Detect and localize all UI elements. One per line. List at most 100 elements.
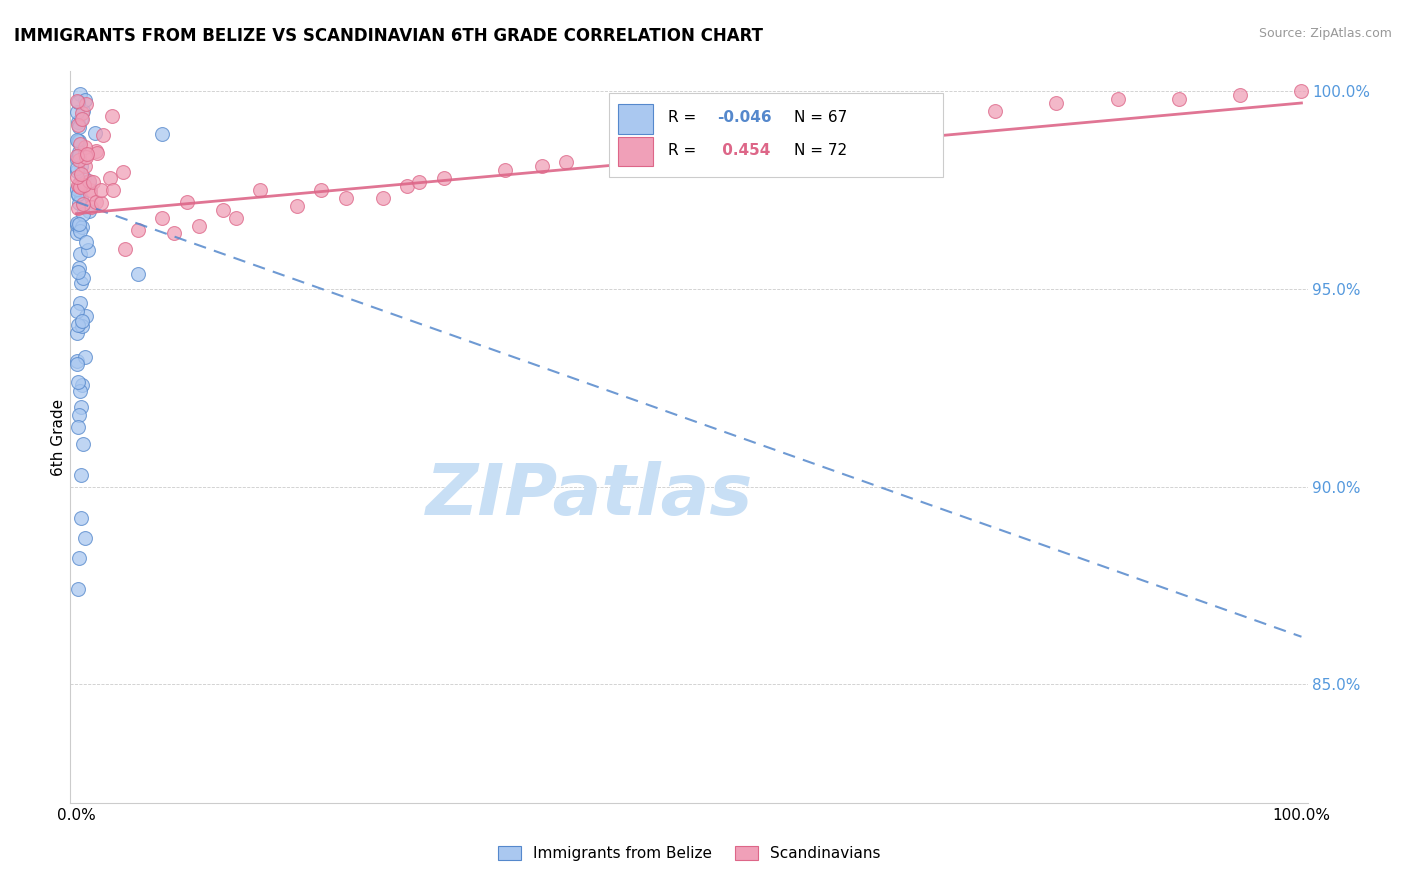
Point (76, 146, 98, 161)
Point (67, 550, 90, 565)
Point (75, 93, 97, 107)
Point (285, 199, 308, 213)
Point (69, 295, 91, 310)
Point (72, 437, 94, 451)
Point (66, 358, 89, 372)
Point (70, 378, 93, 392)
Point (69, 137, 91, 152)
Point (69, 384, 91, 398)
Point (1168, 92, 1191, 106)
Point (70, 105, 93, 120)
Point (67, 261, 90, 276)
Point (91, 128, 114, 142)
Point (187, 219, 209, 233)
Point (396, 179, 419, 194)
Point (73, 170, 96, 185)
Point (66, 134, 89, 148)
Point (70, 167, 93, 181)
Point (75, 147, 97, 161)
Point (65, 152, 87, 166)
Point (72, 219, 94, 234)
Point (70, 318, 93, 333)
Point (77, 244, 100, 258)
Point (90, 183, 112, 197)
Point (67, 201, 90, 215)
Point (67, 148, 90, 162)
Point (212, 202, 235, 217)
Point (127, 222, 149, 236)
Point (66, 164, 89, 178)
Point (84, 144, 107, 158)
Point (86, 145, 108, 160)
Legend: Immigrants from Belize, Scandinavians: Immigrants from Belize, Scandinavians (498, 846, 880, 861)
Point (150, 127, 173, 141)
Text: 0.454: 0.454 (717, 143, 770, 158)
Point (69, 247, 91, 261)
Point (72, 270, 94, 285)
Point (101, 183, 124, 197)
Point (70, 191, 93, 205)
Point (66, 226, 89, 240)
Point (69, 184, 91, 198)
Point (66, 265, 89, 279)
Point (66, 95, 89, 110)
Text: Source: ZipAtlas.com: Source: ZipAtlas.com (1258, 27, 1392, 40)
Point (77, 204, 100, 219)
Text: -0.046: -0.046 (717, 110, 772, 125)
Point (70, 314, 93, 328)
Point (70, 467, 93, 482)
Point (127, 267, 149, 281)
Point (72, 197, 94, 211)
Point (65, 181, 87, 195)
Point (98, 171, 121, 186)
Point (69, 179, 91, 194)
Point (84, 126, 107, 140)
Point (79, 200, 101, 214)
Point (70, 511, 93, 525)
Point (335, 191, 357, 205)
Point (75, 150, 97, 164)
Point (66, 104, 89, 119)
Point (371, 191, 394, 205)
Text: N = 72: N = 72 (794, 143, 848, 158)
Text: N = 67: N = 67 (794, 110, 848, 125)
Point (67, 408, 90, 422)
Point (66, 216, 89, 230)
Point (67, 118, 90, 132)
Point (66, 133, 89, 147)
Point (69, 175, 91, 189)
Point (112, 165, 135, 179)
Point (249, 183, 271, 197)
Point (1107, 92, 1129, 106)
Point (73, 531, 96, 545)
Point (66, 420, 89, 434)
Point (67, 375, 90, 389)
Point (67, 196, 90, 211)
Point (163, 227, 186, 241)
FancyBboxPatch shape (619, 104, 652, 134)
Point (530, 159, 553, 173)
Point (66, 115, 89, 129)
Point (72, 103, 94, 118)
Point (69, 224, 91, 238)
Point (66, 326, 89, 340)
Point (66, 219, 89, 233)
Point (114, 242, 136, 256)
Point (66, 187, 89, 202)
Point (72, 112, 94, 127)
Point (90, 195, 112, 210)
Point (72, 178, 94, 193)
Point (100, 109, 122, 123)
Point (72, 207, 94, 221)
Point (77, 175, 100, 189)
Point (67, 153, 90, 167)
Point (66, 186, 89, 201)
Text: R =: R = (668, 110, 702, 125)
Point (75, 235, 97, 249)
Point (1045, 95, 1067, 110)
Point (75, 159, 97, 173)
FancyBboxPatch shape (619, 137, 652, 167)
FancyBboxPatch shape (609, 94, 942, 178)
Point (555, 155, 578, 169)
Point (70, 401, 93, 415)
